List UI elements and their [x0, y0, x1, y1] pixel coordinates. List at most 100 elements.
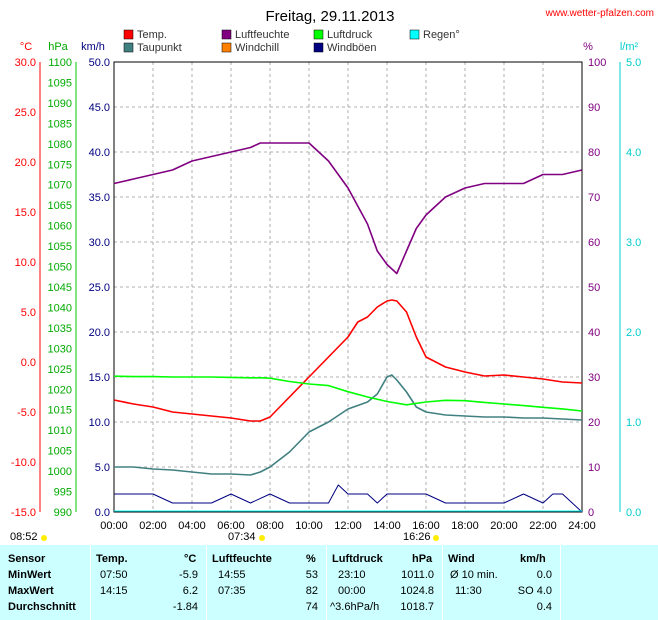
- humidity-tick-label: 20: [588, 417, 600, 429]
- col-divider: [90, 545, 91, 620]
- pressure-tick-label: 1100: [48, 57, 72, 69]
- row-avg-hum-val: 74: [305, 601, 318, 613]
- x-tick-label: 18:00: [451, 520, 479, 532]
- wind-tick-label: 20.0: [89, 327, 110, 339]
- legend-label: Windchill: [235, 42, 279, 54]
- pressure-tick-label: 1065: [48, 200, 72, 212]
- series-windben: [114, 484, 583, 513]
- sunset-time: 16:26: [403, 531, 431, 543]
- legend-swatch: [123, 42, 134, 53]
- row-min-press-val: 1011.0: [401, 569, 434, 581]
- x-tick-label: 12:00: [334, 520, 362, 532]
- row-max-temp-time: 14:15: [100, 585, 128, 597]
- series-layer: [113, 142, 583, 513]
- row-max-hum-time: 07:35: [218, 585, 246, 597]
- pressure-tick-label: 995: [54, 487, 72, 499]
- temp-tick-label: -15.0: [11, 507, 36, 519]
- legend-label: Luftdruck: [327, 29, 373, 41]
- wind-tick-label: 50.0: [89, 57, 110, 69]
- temp-tick-label: 10.0: [15, 257, 36, 269]
- x-tick-label: 22:00: [529, 520, 557, 532]
- row-max-press-time: 00:00: [338, 585, 366, 597]
- moon-icon: [41, 535, 47, 541]
- wind-tick-label: 0.0: [95, 507, 110, 519]
- hdr-humidity-unit: %: [306, 553, 316, 565]
- humidity-tick-label: 0: [588, 507, 594, 519]
- legend-label: Luftfeuchte: [235, 29, 289, 41]
- humidity-tick-label: 60: [588, 237, 600, 249]
- hdr-temp: Temp.: [96, 553, 128, 565]
- row-min-wind-val: 0.0: [536, 569, 552, 581]
- legend-swatch: [221, 29, 232, 40]
- pressure-tick-label: 990: [54, 507, 72, 519]
- humidity-tick-label: 30: [588, 372, 600, 384]
- unit-humidity: %: [583, 41, 593, 53]
- col-divider: [206, 545, 207, 620]
- pressure-tick-label: 1030: [48, 343, 72, 355]
- pressure-tick-label: 1070: [48, 180, 72, 192]
- row-avg-wind-val: 0.4: [536, 601, 552, 613]
- pressure-tick-label: 1015: [48, 405, 72, 417]
- pressure-tick-label: 1005: [48, 446, 72, 458]
- row-min-press-time: 23:10: [338, 569, 366, 581]
- legend-label: Temp.: [137, 29, 167, 41]
- col-divider: [560, 545, 561, 620]
- hdr-humidity: Luftfeuchte: [212, 553, 272, 565]
- sun-markers: 08:52 07:34 16:26: [10, 531, 439, 543]
- legend-swatch: [313, 42, 324, 53]
- x-tick-label: 14:00: [373, 520, 401, 532]
- sunrise-time: 07:34: [228, 531, 256, 543]
- row-max-temp-val: 6.2: [182, 585, 198, 597]
- temp-tick-label: 20.0: [15, 157, 36, 169]
- hdr-wind-unit: km/h: [520, 553, 546, 565]
- wind-tick-label: 25.0: [89, 282, 110, 294]
- x-tick-label: 04:00: [178, 520, 206, 532]
- unit-temp: °C: [20, 41, 32, 53]
- row-min-hum-time: 14:55: [218, 569, 246, 581]
- pressure-tick-label: 1050: [48, 262, 72, 274]
- humidity-tick-label: 10: [588, 462, 600, 474]
- row-max-hum-val: 82: [305, 585, 318, 597]
- temp-tick-label: 25.0: [15, 107, 36, 119]
- series-luftdruck: [113, 375, 583, 412]
- temp-tick-label: 15.0: [15, 207, 36, 219]
- rain-tick-label: 2.0: [626, 327, 641, 339]
- hdr-sensor: Sensor: [8, 553, 46, 565]
- legend-label: Windböen: [327, 42, 377, 54]
- pressure-tick-label: 1075: [48, 159, 72, 171]
- site-url: www.wetter-pfalzen.com: [545, 8, 654, 19]
- pressure-tick-label: 1020: [48, 384, 72, 396]
- row-min-hum-val: 53: [305, 569, 318, 581]
- moon-time: 08:52: [10, 531, 38, 543]
- x-tick-label: 02:00: [139, 520, 167, 532]
- legend-swatch: [409, 29, 420, 40]
- humidity-tick-label: 50: [588, 282, 600, 294]
- row-max-label: MaxWert: [8, 585, 54, 597]
- pressure-tick-label: 1095: [48, 77, 72, 89]
- pressure-tick-label: 1090: [48, 98, 72, 110]
- x-tick-label: 08:00: [256, 520, 284, 532]
- hdr-pressure-unit: hPa: [412, 553, 433, 565]
- rain-tick-label: 0.0: [626, 507, 641, 519]
- x-tick-label: 00:00: [100, 520, 128, 532]
- humidity-tick-label: 90: [588, 102, 600, 114]
- humidity-tick-label: 70: [588, 192, 600, 204]
- row-max-wind-val: SO 4.0: [517, 585, 552, 597]
- series-temp: [113, 299, 583, 422]
- x-tick-label: 10:00: [295, 520, 323, 532]
- row-min-temp-val: -5.9: [179, 569, 198, 581]
- hdr-wind: Wind: [448, 553, 475, 565]
- chart-title: Freitag, 29.11.2013: [266, 8, 395, 25]
- col-divider: [326, 545, 327, 620]
- wind-tick-label: 10.0: [89, 417, 110, 429]
- pressure-tick-label: 1025: [48, 364, 72, 376]
- pressure-tick-label: 1045: [48, 282, 72, 294]
- row-max-wind-label: 11:30: [455, 585, 482, 597]
- row-min-temp-time: 07:50: [100, 569, 128, 581]
- temp-tick-label: -5.0: [17, 407, 36, 419]
- rain-tick-label: 5.0: [626, 57, 641, 69]
- pressure-tick-label: 1040: [48, 302, 72, 314]
- col-divider: [442, 545, 443, 620]
- row-avg-press-val: 1018.7: [400, 601, 434, 613]
